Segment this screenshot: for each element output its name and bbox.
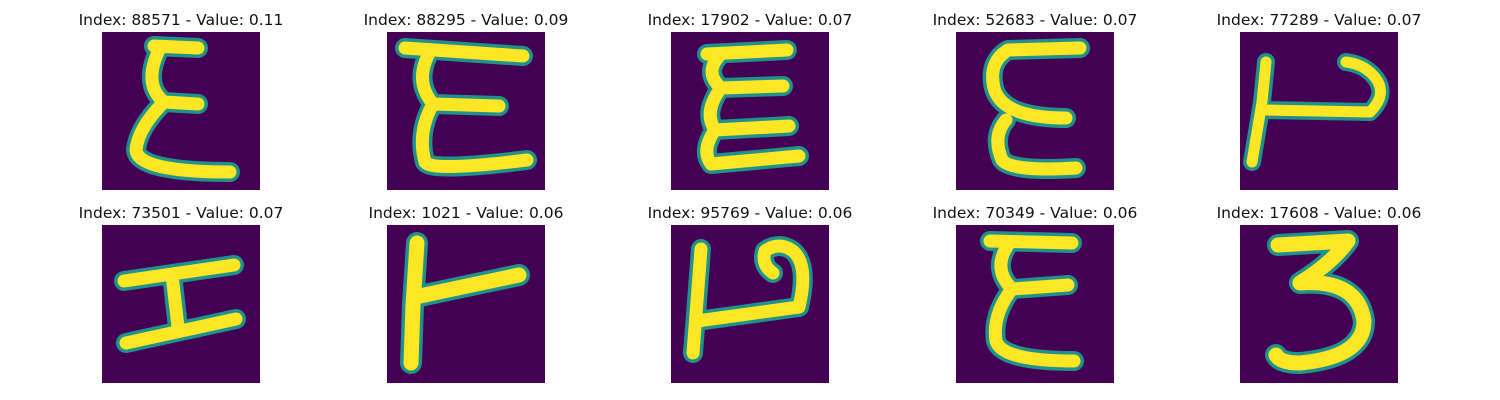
panel-title: Index: 17608 - Value: 0.06 [1216,204,1422,222]
panel-title: Index: 52683 - Value: 0.07 [932,11,1138,29]
digit-image [1240,32,1398,190]
digit-image [671,32,829,190]
image-panel: Index: 17608 - Value: 0.06 [1199,202,1439,394]
rotated-h-glyph [114,255,246,353]
panel-title: Index: 88295 - Value: 0.09 [363,11,569,29]
panel-title: Index: 70349 - Value: 0.06 [932,204,1138,222]
panel-title: Index: 95769 - Value: 0.06 [647,204,853,222]
epsilon-glyph [126,36,240,182]
image-panel: Index: 77289 - Value: 0.07 [1199,9,1439,201]
epsilon-glyph [696,40,809,174]
panel-title: Index: 17902 - Value: 0.07 [647,11,853,29]
panel-title: Index: 1021 - Value: 0.06 [368,204,564,222]
rotated-h-glyph [1243,53,1390,171]
three-glyph [1265,230,1375,374]
digit-image [102,225,260,383]
epsilon-glyph [982,38,1090,179]
digit-image [1240,225,1398,383]
digit-image [387,32,545,190]
image-panel: Index: 1021 - Value: 0.06 [346,202,586,394]
image-panel: Index: 70349 - Value: 0.06 [915,202,1155,394]
rotated-h-glyph [683,236,813,363]
digit-image [102,32,260,190]
image-panel: Index: 52683 - Value: 0.07 [915,9,1155,201]
image-panel: Index: 73501 - Value: 0.07 [61,202,301,394]
image-panel: Index: 88295 - Value: 0.09 [346,9,586,201]
digit-image [956,225,1114,383]
image-panel: Index: 88571 - Value: 0.11 [61,9,301,201]
digit-image [387,225,545,383]
digit-image [671,225,829,383]
t-bar-glyph [400,232,530,374]
image-panel: Index: 95769 - Value: 0.06 [630,202,870,394]
panel-title: Index: 73501 - Value: 0.07 [78,204,284,222]
panel-title: Index: 77289 - Value: 0.07 [1216,11,1422,29]
image-panel: Index: 17902 - Value: 0.07 [630,9,870,201]
panel-title: Index: 88571 - Value: 0.11 [78,11,284,29]
digit-image [956,32,1114,190]
epsilon-glyph [395,38,537,177]
epsilon-glyph [980,231,1084,371]
